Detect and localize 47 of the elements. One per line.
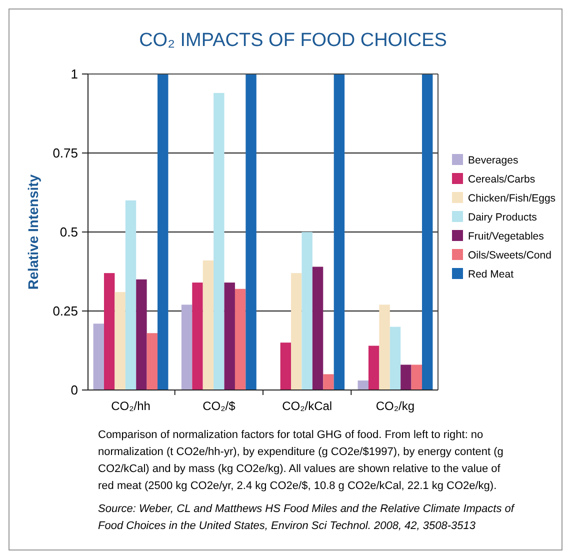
bar [181,304,192,390]
bar [202,260,214,390]
legend-label: Cereals/Carbs [468,174,536,186]
bar [400,364,412,390]
bar [411,364,422,390]
legend-label: Dairy Products [468,212,537,224]
bar [136,279,147,390]
bar [214,92,224,390]
bar [146,333,158,390]
legend-label: Fruit/Vegetables [468,230,544,243]
chart-title: CO₂ IMPACTS OF FOOD CHOICES [139,30,447,51]
bar [114,292,126,390]
y-tick-label: 0.75 [52,146,78,161]
y-tick-label: 0.25 [52,304,78,319]
bar [158,74,168,390]
bar [280,342,292,390]
x-tick-label: CO₂/hh [111,399,150,413]
legend-label: Oils/Sweets/Cond [468,250,552,262]
bar [302,232,312,390]
y-tick-label: 0.5 [60,224,78,240]
legend-label: Red Meat [468,268,514,281]
bar [192,282,203,390]
bar [125,200,136,390]
bar [422,74,433,390]
bar [390,326,401,390]
x-tick-label: CO₂/kCal [282,399,332,413]
bar [312,266,324,390]
y-tick-label: 0 [70,382,78,398]
bar [93,324,104,390]
y-axis-title: Relative Intensity [25,174,41,290]
legend-label: Beverages [468,154,518,167]
bar [291,273,302,390]
legend-label: Chicken/Fish/Eggs [468,192,556,205]
bar [246,74,256,390]
bar [334,74,345,390]
y-tick-label: 1 [70,66,78,82]
bar [104,273,115,390]
text: Comparison of normalization factors for total GHG of food. From left to right: no normalization (t CO2e/hh-yr), by expenditure (g CO2e/$1997), by energy content (g CO2/kCal) and by mass (kg CO2e/kg). All values are shown relative to the value of red meat (2500 kg CO2e/yr, 2.4 kg CO2e/$, 10.8 g CO2e/kCal, 22.1 kg CO2e/kg). [98,429,504,492]
x-tick-label: CO₂/$ [202,399,236,413]
x-tick-label: CO₂/kg [376,399,415,413]
bar [379,304,390,390]
bar [358,380,368,390]
bar [323,374,334,390]
bar [224,282,235,390]
source-note: Source: Weber, CL and Matthews HS Food Miles and the Relative Climate Impacts of Food Choices in the United States, Environ Sci Technol. 2008, 42, 3508-3513 [98,503,515,532]
bar [234,288,246,390]
bar [368,346,380,390]
